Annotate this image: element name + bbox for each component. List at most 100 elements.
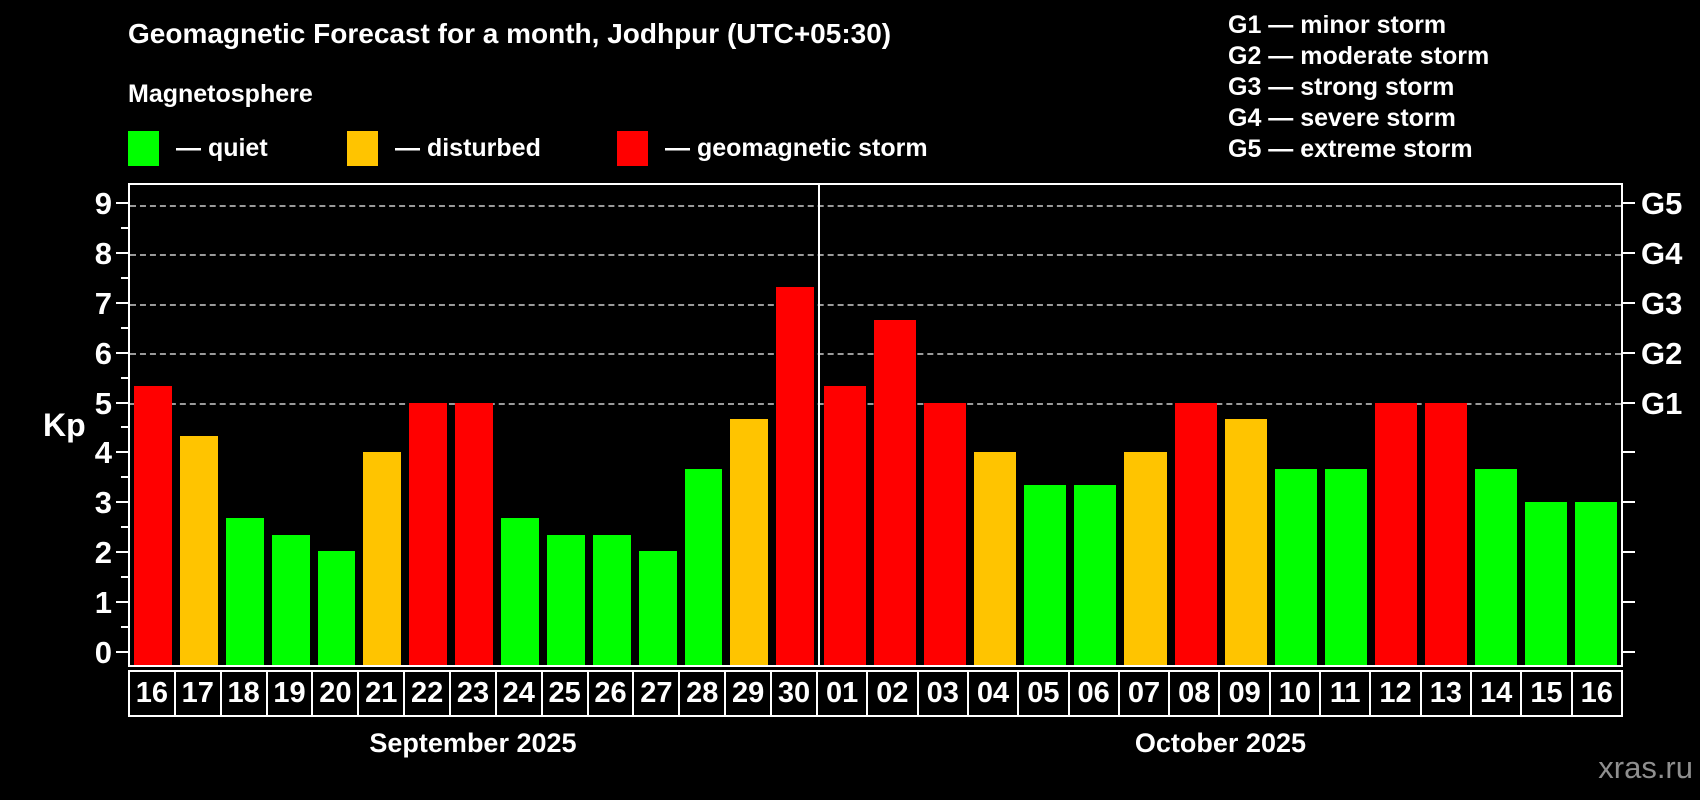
date-cell-22: 22: [403, 670, 452, 717]
date-cell-12: 12: [1369, 670, 1422, 717]
gridline-kp-9: [130, 204, 1621, 207]
kp-bar-day-14: [1474, 468, 1517, 665]
bar-slot: [359, 185, 405, 665]
date-cell-16: 16: [128, 670, 176, 717]
storm-scale-item: G4 — severe storm: [1228, 104, 1456, 132]
y-tick-label: 3: [94, 485, 112, 521]
g-scale-label-G2: G2: [1641, 335, 1683, 371]
bar-slot: [772, 185, 818, 665]
y-tick-label: 2: [94, 535, 112, 571]
y-tick-label: 4: [94, 435, 112, 471]
kp-bar-day-20: [317, 551, 356, 665]
date-axis: 16 17 18 19 20 21 22 23 24 25 26 27 28 29 30 01 02 03 04 05…: [128, 670, 1623, 717]
kp-bar-day-06: [1074, 485, 1117, 665]
y-tick-mark: [116, 301, 128, 304]
bar-slot: [1120, 185, 1170, 665]
bar-slot: [130, 185, 176, 665]
y-minor-tick-mark: [121, 626, 128, 629]
kp-bar-day-09: [1224, 419, 1267, 665]
bar-slot: [726, 185, 772, 665]
y-tick-label: 8: [94, 235, 112, 271]
bar-slot: [1271, 185, 1321, 665]
kp-bar-day-08: [1174, 402, 1217, 665]
kp-bar-day-04: [974, 452, 1017, 665]
bar-slot: [405, 185, 451, 665]
date-cell-16: 16: [1570, 670, 1623, 717]
right-tick-mark: [1623, 451, 1635, 454]
kp-bar-day-15: [1524, 501, 1568, 665]
kp-bar-day-02: [874, 320, 917, 665]
right-tick-mark: [1623, 251, 1635, 254]
kp-bar-day-21: [363, 452, 402, 665]
legend-item-quiet: — quiet: [128, 128, 268, 168]
y-tick-mark: [116, 251, 128, 254]
right-tick-mark: [1623, 301, 1635, 304]
date-cell-30: 30: [770, 670, 818, 717]
y-tick-mark: [116, 551, 128, 554]
y-minor-tick-mark: [121, 326, 128, 329]
date-cell-21: 21: [357, 670, 406, 717]
kp-bar-day-03: [924, 402, 967, 665]
g-scale-label-G4: G4: [1641, 235, 1683, 271]
bar-slot: [451, 185, 497, 665]
legend-item-storm: — geomagnetic storm: [617, 128, 928, 168]
bar-slot: [176, 185, 222, 665]
y-tick-mark: [116, 651, 128, 654]
bar-slot: [1070, 185, 1120, 665]
bar-slot: [1521, 185, 1571, 665]
month-label: October 2025: [1134, 728, 1306, 758]
date-cell-10: 10: [1268, 670, 1322, 717]
bar-slot: [970, 185, 1020, 665]
y-minor-tick-mark: [121, 476, 128, 479]
y-minor-tick-mark: [121, 426, 128, 429]
date-cell-26: 26: [586, 670, 635, 717]
y-tick-mark: [116, 401, 128, 404]
bars: [130, 185, 1621, 665]
kp-bar-day-23: [455, 402, 493, 665]
date-cell-27: 27: [632, 670, 681, 717]
gridline-kp-8: [130, 254, 1621, 257]
kp-bar-chart: Kp 0 1 2 3 4 5 6 7 8 9 G1 G2 G3 G4 G5: [43, 183, 1682, 668]
kp-bar-day-17: [179, 435, 218, 665]
storm-scale-item: G2 — moderate storm: [1228, 42, 1490, 70]
watermark: xras.ru: [1598, 750, 1693, 785]
storm-scale-item: G5 — extreme storm: [1228, 135, 1473, 163]
storm-color-swatch: [617, 130, 648, 166]
y-tick-label: 7: [94, 285, 112, 321]
bar-slot: [1471, 185, 1521, 665]
bar-slot: [314, 185, 360, 665]
legend: — quiet — disturbed — geomagnetic storm: [0, 128, 1700, 170]
month-labels: September 2025 October 2025: [128, 728, 1623, 759]
right-tick-mark: [1623, 201, 1635, 204]
y-tick-mark: [116, 201, 128, 204]
kp-bar-day-30: [776, 287, 815, 665]
bar-slot: [820, 185, 870, 665]
y-minor-tick-mark: [121, 376, 128, 379]
kp-bar-day-22: [409, 402, 448, 665]
right-tick-mark: [1623, 551, 1635, 554]
bar-slot: [1421, 185, 1471, 665]
date-cell-01: 01: [815, 670, 869, 717]
g-scale-label-G1: G1: [1641, 385, 1683, 421]
kp-bar-day-27: [638, 551, 677, 665]
bar-slot: [1321, 185, 1371, 665]
y-tick-label: 6: [94, 335, 112, 371]
kp-bar-day-11: [1324, 468, 1367, 665]
date-cell-29: 29: [724, 670, 773, 717]
legend-item-disturbed: — disturbed: [347, 128, 541, 168]
date-cell-04: 04: [966, 670, 1020, 717]
date-cell-02: 02: [866, 670, 919, 717]
bar-slot: [543, 185, 589, 665]
date-cell-23: 23: [449, 670, 497, 717]
date-cell-05: 05: [1017, 670, 1070, 717]
kp-bar-day-28: [684, 468, 723, 665]
y-tick-mark: [116, 451, 128, 454]
storm-scale-item: G1 — minor storm: [1228, 11, 1447, 39]
date-group: 16 17 18 19 20 21 22 23 24 25 26 27 28 29 30: [128, 670, 818, 717]
kp-bar-day-25: [546, 534, 585, 665]
bar-slot: [870, 185, 920, 665]
kp-bar-day-24: [501, 518, 539, 665]
date-cell-25: 25: [540, 670, 589, 717]
date-cell-15: 15: [1520, 670, 1573, 717]
plot-area: [128, 183, 1623, 667]
